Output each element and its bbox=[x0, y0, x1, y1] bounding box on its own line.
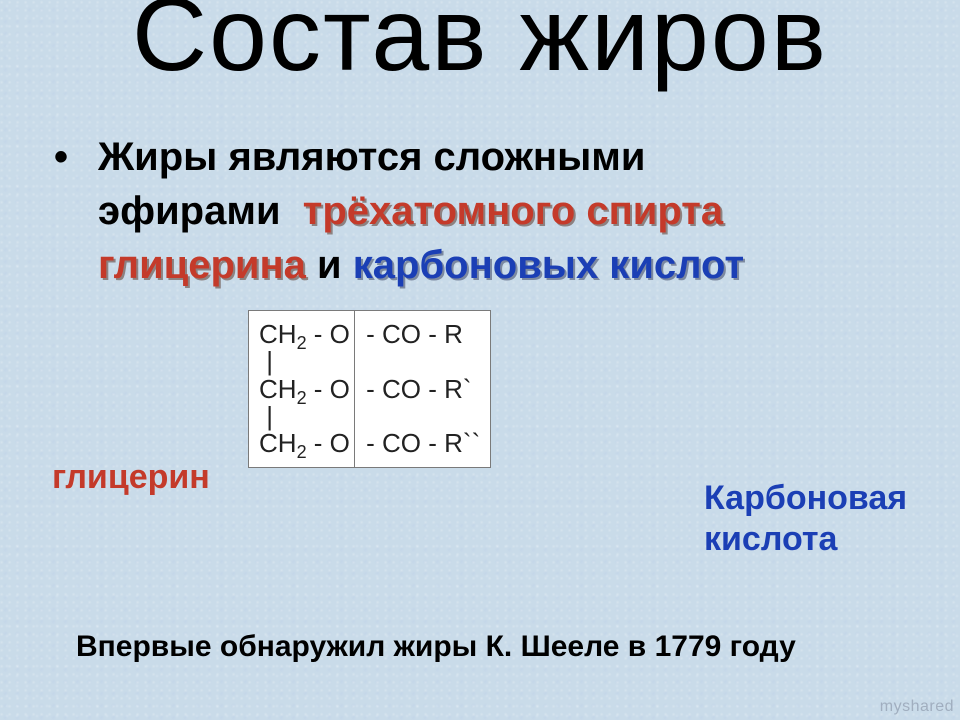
acid-label-line2: кислота bbox=[704, 520, 837, 558]
acid-label-line1: Карбоновая bbox=[704, 479, 907, 517]
body-line2-pre: эфирами bbox=[98, 189, 292, 233]
carboxylic-acid-label: Карбоновая кислота bbox=[704, 478, 907, 560]
watermark: myshared bbox=[880, 698, 954, 716]
conjunction: и bbox=[306, 243, 353, 287]
blue-phrase: карбоновых кислот bbox=[353, 243, 744, 287]
glycerol-label: глицерин bbox=[52, 458, 210, 497]
body-line1: Жиры являются сложными bbox=[98, 135, 645, 179]
formula-box-acid: - CO - R - CO - R` - CO - R`` bbox=[355, 310, 491, 468]
red-phrase-2: глицерина bbox=[98, 243, 306, 287]
bullet-icon: • bbox=[54, 130, 98, 184]
formula-box-glycerol: CH2 - O |CH2 - O |CH2 - O bbox=[248, 310, 355, 468]
body-paragraph: •Жиры являются сложными эфирами трёхатом… bbox=[54, 130, 924, 292]
formula-diagram: CH2 - O |CH2 - O |CH2 - O - CO - R - CO … bbox=[248, 310, 491, 468]
red-phrase-1: трёхатомного спирта bbox=[303, 189, 723, 233]
slide-title: Состав жиров bbox=[0, 0, 960, 95]
footnote-text: Впервые обнаружил жиры К. Шееле в 1779 г… bbox=[76, 630, 796, 664]
